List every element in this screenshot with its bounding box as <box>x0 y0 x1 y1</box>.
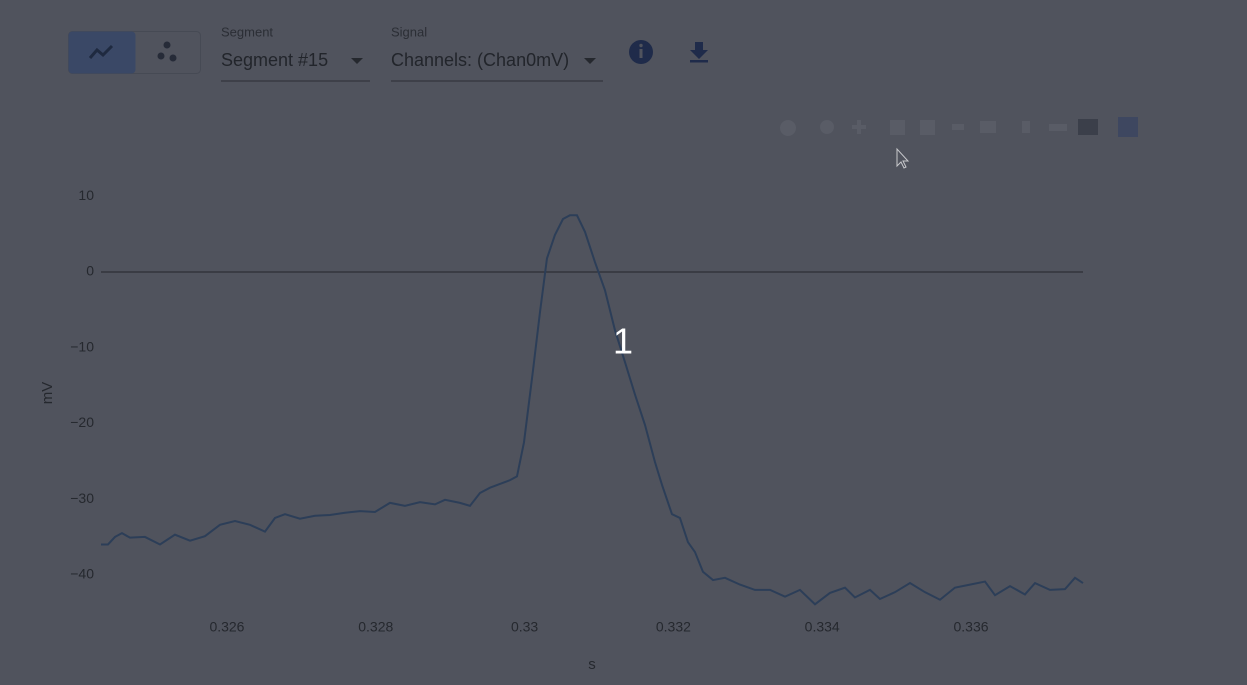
annotation: 1 <box>613 321 633 362</box>
data-line <box>101 214 1084 606</box>
x-axis-title: s <box>588 656 596 673</box>
y-tick-label: −40 <box>70 565 94 581</box>
segment-label: Segment <box>221 24 273 39</box>
x-tick-label: 0.336 <box>953 619 988 635</box>
x-tick-label: 0.328 <box>358 619 393 635</box>
y-tick-label: 10 <box>78 187 94 203</box>
y-tick-label: −10 <box>70 338 94 354</box>
x-tick-label: 0.334 <box>805 619 840 635</box>
signal-label: Signal <box>391 24 427 39</box>
y-tick-label: 0 <box>86 263 94 279</box>
modebar <box>780 117 1138 137</box>
dropdown-arrow <box>584 58 596 64</box>
x-tick-label: 0.326 <box>209 619 244 635</box>
cursor <box>896 147 910 169</box>
dropdown-arrow <box>351 58 363 64</box>
y-tick-label: −30 <box>70 490 94 506</box>
segment-select[interactable]: Segment #15 <box>221 50 328 70</box>
info-button[interactable] <box>629 40 653 64</box>
y-tick-label: −20 <box>70 414 94 430</box>
line-icon <box>88 44 114 59</box>
scatter-view-button[interactable] <box>157 41 177 62</box>
y-axis-title: mV <box>39 382 56 405</box>
x-tick-label: 0.33 <box>511 619 538 635</box>
x-tick-label: 0.332 <box>656 619 691 635</box>
signal-select[interactable]: Channels: (Chan0mV) <box>391 50 569 70</box>
download-button[interactable] <box>690 42 708 63</box>
